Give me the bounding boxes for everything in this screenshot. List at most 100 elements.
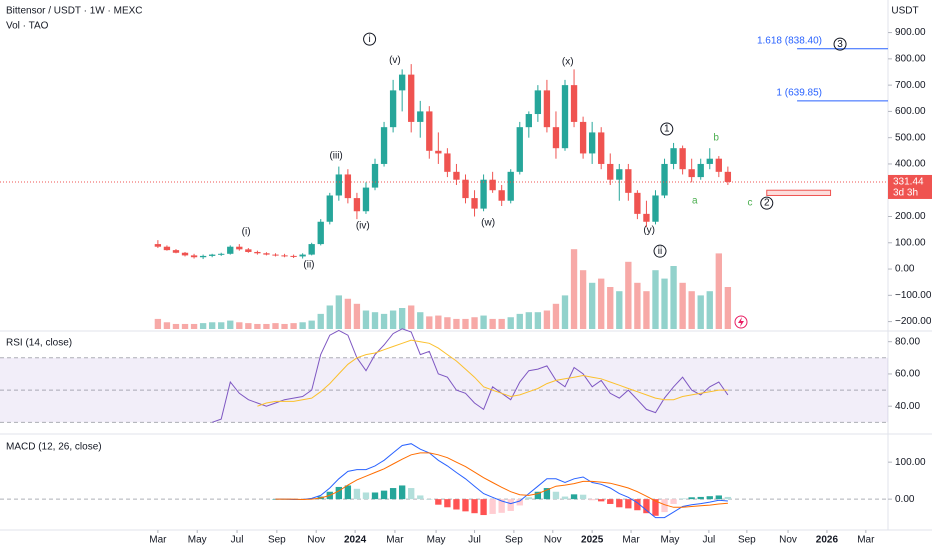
volume-bar (579, 270, 587, 329)
candle-body (679, 148, 686, 170)
volume-bar (335, 295, 342, 329)
candle-body (561, 85, 569, 149)
macd-histogram-bar (444, 499, 451, 508)
macd-histogram-bar (688, 497, 695, 500)
macd-histogram-bar (561, 496, 569, 500)
candle-body (598, 132, 605, 164)
candle-body (625, 169, 632, 193)
volume-bar (724, 287, 732, 329)
candle-body (163, 246, 171, 251)
volume-bar (371, 312, 379, 329)
candle-body (218, 253, 225, 255)
rsi-tick-label: 80.00 (895, 336, 920, 347)
x-tick-label: 2025 (581, 535, 604, 546)
macd-histogram-bar (579, 494, 587, 500)
volume-bar (715, 253, 722, 329)
macd-histogram-bar (471, 499, 478, 514)
x-tick-label: Sep (505, 535, 523, 546)
volume-bar (598, 278, 605, 329)
alert-bolt (738, 317, 744, 327)
fib-label: 1.618 (838.40) (757, 35, 822, 46)
volume-bar (218, 322, 225, 329)
candle-body (516, 127, 523, 172)
macd-histogram-bar (697, 496, 704, 500)
volume-bar (462, 318, 469, 329)
volume-bar (588, 282, 596, 329)
macd-histogram-bar (335, 486, 342, 500)
macd-histogram-bar (570, 494, 578, 500)
rsi-tick-label: 60.00 (895, 369, 920, 380)
volume-bar (570, 249, 578, 329)
candle-body (308, 244, 315, 255)
wave-circle (833, 37, 847, 51)
candle-body (616, 169, 623, 180)
volume-bar (643, 291, 650, 329)
volume-bar (398, 308, 406, 329)
volume-bar (344, 298, 352, 329)
volume-bar (435, 315, 442, 329)
volume-bar (552, 303, 560, 329)
macd-histogram-bar (489, 499, 496, 514)
candle-body (543, 90, 551, 128)
macd-histogram-bar (543, 488, 551, 500)
candle-body (172, 250, 180, 253)
candle-body (435, 150, 442, 154)
macd-title: MACD (12, 26, close) (6, 442, 102, 453)
candle-body (480, 179, 487, 209)
candle-body (444, 153, 451, 172)
candle-body (579, 121, 587, 154)
macd-histogram-bar (507, 499, 514, 511)
macd-histogram-bar (715, 495, 722, 500)
y-tick-label: −100.00 (895, 290, 932, 301)
candle-body (362, 187, 370, 212)
candle-body (670, 148, 677, 164)
candle-body (489, 179, 496, 191)
wave-circle (760, 196, 774, 210)
candle-body (371, 163, 379, 188)
macd-histogram-bar (643, 499, 650, 514)
volume-bar (661, 278, 668, 329)
volume-bar (317, 313, 324, 329)
candle-body (498, 190, 505, 201)
rsi-tick-label: 40.00 (895, 401, 920, 412)
last-price-label: 331.44 (893, 177, 924, 188)
macd-histogram-bar (679, 498, 686, 500)
wave-label: 2 (764, 198, 770, 209)
volume-bar (154, 318, 162, 329)
candle-body (208, 254, 216, 256)
volume-bar (417, 312, 424, 329)
volume-bar (163, 322, 171, 329)
candle-body (643, 213, 650, 222)
macd-tick-label: 100.00 (895, 457, 926, 468)
macd-histogram-bar (380, 490, 388, 500)
x-tick-label: Mar (149, 535, 167, 546)
candle-body (335, 174, 342, 196)
volume-bar (480, 315, 487, 329)
macd-histogram-bar (435, 499, 442, 505)
volume-bar (245, 323, 252, 329)
x-tick-label: Sep (268, 535, 286, 546)
candle-body (380, 127, 388, 164)
volume-bar (254, 323, 261, 329)
volume-bar (634, 282, 641, 329)
wave-label: (w) (481, 218, 495, 229)
x-tick-label: Jul (231, 535, 244, 546)
candle-body (715, 158, 722, 172)
macd-histogram-bar (389, 488, 397, 500)
candle-body (299, 254, 306, 257)
volume-bar (426, 316, 433, 329)
volume-bar (299, 322, 306, 329)
macd-histogram-bar (661, 499, 668, 513)
candle-body (652, 195, 659, 222)
candle-body (353, 198, 361, 212)
volume-bar (263, 323, 270, 329)
wave-circle (653, 244, 667, 258)
macd-histogram-bar (426, 499, 433, 500)
candle-body (398, 74, 406, 91)
candle-body (254, 251, 261, 254)
macd-histogram-bar (634, 499, 641, 511)
volume-bar (281, 323, 288, 329)
wave-label: a (692, 196, 698, 207)
macd-histogram-bar (272, 499, 279, 500)
candle-body (389, 90, 397, 128)
